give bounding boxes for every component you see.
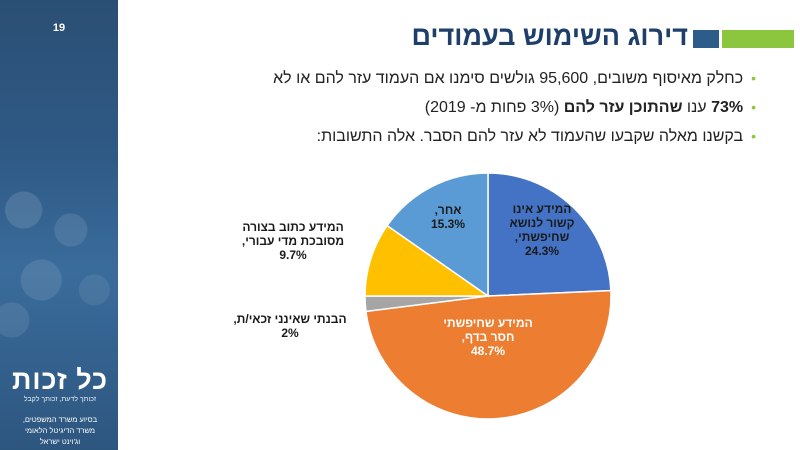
- bullet-text: (3% פחות מ- 2019): [424, 99, 564, 116]
- support-line: וג'וינט ישראל: [39, 437, 81, 446]
- slice-value-label: 2%: [281, 326, 299, 340]
- support-line: בסיוע משרד המשפטים,: [22, 415, 98, 424]
- pie-slice: [364, 224, 491, 297]
- slice-category-label: מסובכת מדי עבורי,: [242, 234, 344, 248]
- support-line: משרד הדיגיטל הלאומי: [24, 426, 96, 435]
- slice-value-label: 9.7%: [279, 248, 307, 262]
- bullet-item: • 73% ענו שהתוכן עזר להם (3% פחות מ- 2019…: [116, 93, 756, 122]
- title-accent-green: [722, 30, 794, 48]
- page-number: 19: [52, 22, 66, 34]
- title-accent-blue: [693, 30, 719, 48]
- slice-category-label: המידע אינו: [513, 202, 572, 216]
- slice-category-label: קשור לנושא: [510, 216, 575, 230]
- bullet-item: • כחלק מאיסוף משובים, 95,600 גולשים סימנו…: [116, 64, 756, 93]
- pie-slice: [487, 172, 612, 297]
- bullet-text: ענו: [682, 99, 712, 116]
- slice-category-label: חסר בדף,: [462, 330, 515, 344]
- slice-category-label: הבנתי שאינני זכאי/ת,: [233, 312, 346, 326]
- bullet-highlight-percent: 73%: [711, 99, 744, 116]
- slice-category-label: אחר,: [435, 203, 462, 217]
- slice-label: הבנתי שאינני זכאי/ת,2%: [233, 312, 346, 340]
- logo-tagline: זכותך לדעת, זכותך לקבל: [23, 396, 97, 403]
- pie-slice: [386, 172, 489, 298]
- bullet-list: • כחלק מאיסוף משובים, 95,600 גולשים סימנו…: [116, 64, 756, 151]
- slice-category-label: המידע כתוב בצורה: [242, 220, 343, 234]
- slice-value-label: 48.7%: [471, 344, 505, 358]
- slice-value-label: 24.3%: [525, 244, 559, 258]
- sidebar: 19 כל זכות זכותך לדעת, זכותך לקבל בסיוע …: [0, 0, 118, 450]
- support-credits: בסיוע משרד המשפטים, משרד הדיגיטל הלאומי …: [4, 414, 116, 447]
- bullet-text: בקשנו מאלה שקבעו שהעמוד לא עזר להם הסבר.…: [316, 128, 744, 145]
- sidebar-background-photo: [0, 150, 118, 350]
- slice-category-label: שחיפשתי,: [515, 230, 570, 244]
- page-title: דירוג השימוש בעמודים: [411, 21, 688, 51]
- slice-label: אחר,15.3%: [431, 203, 465, 231]
- bullet-dot-icon: •: [751, 99, 756, 115]
- slice-value-label: 15.3%: [431, 217, 465, 231]
- pie-slice: [365, 289, 612, 420]
- slice-category-label: המידע שחיפשתי: [443, 316, 532, 330]
- bullet-dot-icon: •: [751, 128, 756, 144]
- bullet-dot-icon: •: [751, 70, 756, 86]
- bullet-text: כחלק מאיסוף משובים, 95,600 גולשים סימנו …: [273, 70, 744, 87]
- logo: כל זכות: [11, 365, 109, 395]
- bullet-highlight-text: שהתוכן עזר להם: [563, 99, 683, 116]
- bullet-item: • בקשנו מאלה שקבעו שהעמוד לא עזר להם הסבר…: [116, 122, 756, 151]
